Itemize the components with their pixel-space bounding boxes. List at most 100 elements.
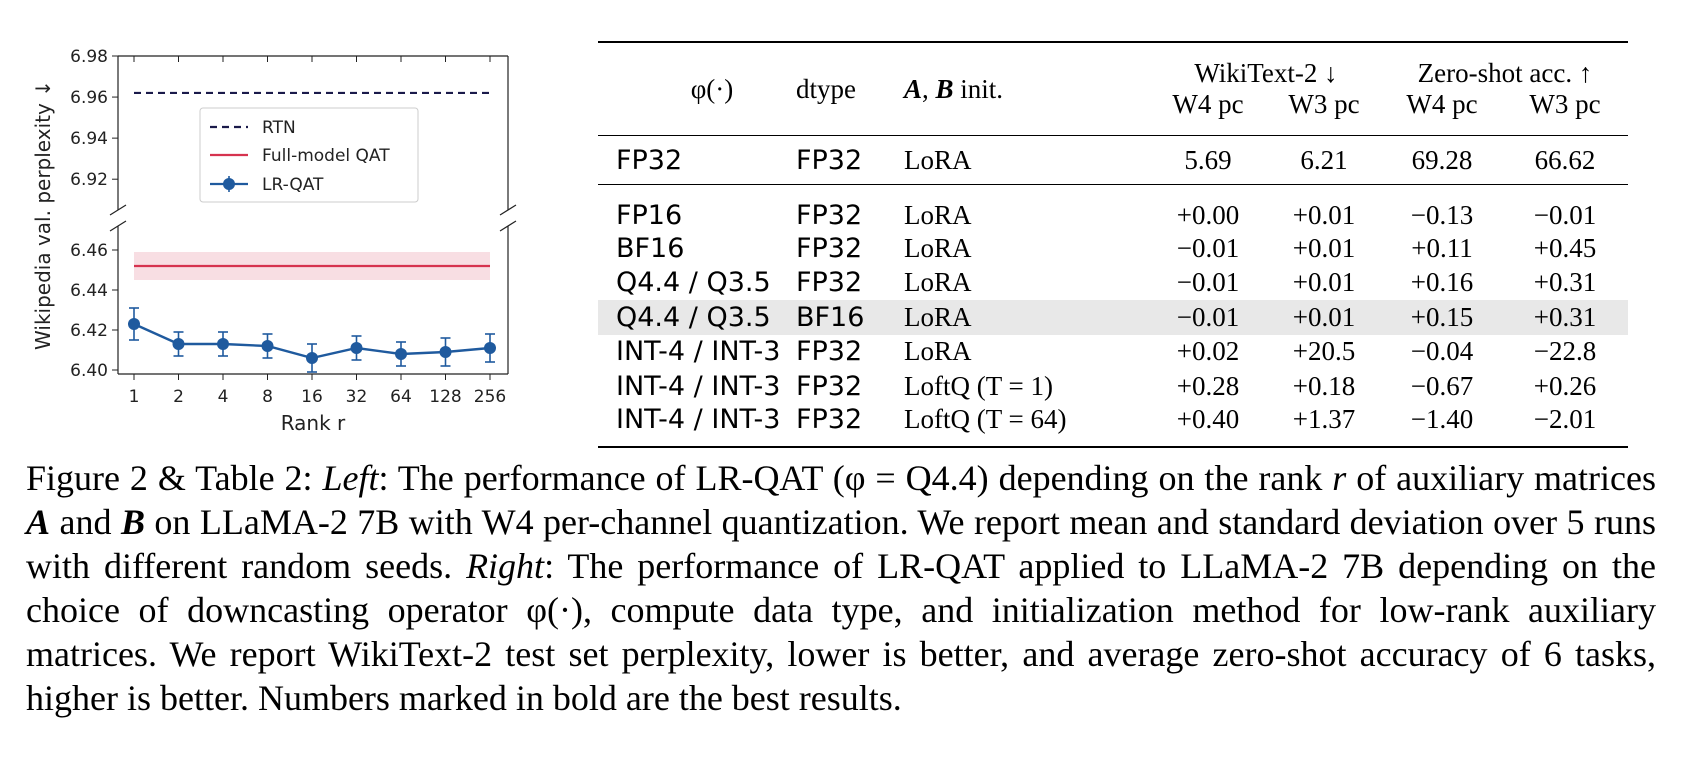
row-value: −0.01 <box>1176 232 1240 263</box>
x-tick-label: 4 <box>218 387 229 407</box>
row-value: +0.11 <box>1411 232 1473 263</box>
x-tick-label: 256 <box>474 387 506 407</box>
x-tick-label: 128 <box>429 387 461 407</box>
table-row: Q4.4 / Q3.5 FP32 LoRA −0.01 +0.01 +0.16 +0.31 <box>598 266 1628 301</box>
row-phi: BF16 <box>616 232 685 264</box>
baseline-dtype: FP32 <box>796 135 904 185</box>
table-row: INT-4 / INT-3 FP32 LoRA +0.02 +20.5 −0.04 −22.… <box>598 335 1628 370</box>
row-value: −0.01 <box>1150 300 1266 335</box>
y-tick-label: 6.44 <box>70 281 108 301</box>
caption-matrix-b: B <box>120 502 145 542</box>
header-ab-rest: init. <box>953 73 1004 104</box>
caption-rank-symbol: r <box>1332 458 1347 498</box>
lr-qat-point <box>306 352 318 364</box>
lr-qat-point <box>439 346 452 358</box>
row-value: −0.01 <box>1502 184 1628 231</box>
x-tick-label: 8 <box>262 387 273 407</box>
caption-right-label: Right <box>466 546 545 586</box>
row-value: −0.67 <box>1410 370 1474 401</box>
row-dtype: FP32 <box>796 403 904 448</box>
table-row: INT-4 / INT-3 FP32 LoftQ (T = 1) +0.28 +0.18… <box>598 369 1628 404</box>
row-value: +20.5 <box>1292 336 1356 367</box>
header-w4pc-wiki: W4 pc <box>1172 89 1244 119</box>
row-value: −2.01 <box>1502 403 1628 448</box>
baseline-val: 5.69 <box>1150 135 1266 185</box>
header-a: A <box>904 73 923 104</box>
row-value: +0.00 <box>1150 184 1266 231</box>
caption-text: and <box>50 502 121 542</box>
y-tick-label: 6.46 <box>70 241 108 261</box>
rank-ablation-chart: 1 2 4 8 16 32 64 128 256 6.92 6.94 6.96 6.98 6.40 6.42… <box>31 47 517 435</box>
caption-text: : The performance of LR-QAT (φ = Q4.4) d… <box>378 458 1333 498</box>
row-value: +0.40 <box>1150 403 1266 448</box>
row-value: +0.01 <box>1266 184 1382 231</box>
row-value: +0.31 <box>1502 300 1628 335</box>
row-value: +0.15 <box>1382 300 1502 335</box>
y-tick-label: 6.92 <box>70 170 108 190</box>
legend-entry: RTN <box>262 118 296 138</box>
baseline-val: 66.62 <box>1502 135 1628 185</box>
y-axis-label: Wikipedia val. perplexity ↓ <box>31 80 55 350</box>
row-phi: INT-4 / INT-3 <box>616 336 781 368</box>
y-tick-label: 6.94 <box>70 129 108 149</box>
caption-label: Figure 2 & Table 2: <box>26 458 323 498</box>
legend-entry: Full-model QAT <box>262 146 390 166</box>
caption-text: : The performance of LR-QAT applied to L… <box>26 546 1656 718</box>
row-value: −0.01 <box>1176 267 1240 298</box>
row-dtype: FP32 <box>796 336 863 368</box>
row-value: −0.13 <box>1382 184 1502 231</box>
row-dtype: FP32 <box>796 370 863 402</box>
caption-left-label: Left <box>322 458 379 498</box>
x-tick-label: 64 <box>390 387 412 407</box>
table-row: BF16 FP32 LoRA −0.01 +0.01 +0.11 +0.45 <box>598 231 1628 266</box>
legend-entry: LR-QAT <box>262 175 324 195</box>
row-init: LoRA <box>904 300 1150 335</box>
row-value: +0.26 <box>1533 370 1597 401</box>
downcasting-table: φ(·) dtype A, B init. WikiText-2 ↓ Zero-… <box>598 41 1628 448</box>
row-value: −0.04 <box>1410 336 1474 367</box>
lr-qat-point <box>395 348 407 360</box>
row-dtype: FP32 <box>796 184 904 231</box>
break-mark-upper-right <box>499 204 517 216</box>
row-value: −1.40 <box>1382 403 1502 448</box>
baseline-init: LoRA <box>904 135 1150 185</box>
table-row: FP16 FP32 LoRA +0.00 +0.01 −0.13 −0.01 <box>598 184 1628 231</box>
header-ab-sep: , <box>922 73 936 104</box>
row-init: LoftQ (T = 64) <box>904 403 1150 448</box>
lr-qat-point <box>172 338 185 350</box>
row-value: +0.01 <box>1292 267 1356 298</box>
lr-qat-point <box>484 342 496 354</box>
figure-caption: Figure 2 & Table 2: Left: The performanc… <box>26 456 1656 720</box>
caption-text: on LLaMA-2 7B with W4 per-channel quanti… <box>26 502 1656 586</box>
row-phi: INT-4 / INT-3 <box>598 403 796 448</box>
lr-qat-point <box>261 340 274 352</box>
break-mark-lower-left <box>109 220 127 232</box>
header-phi: φ(·) <box>598 41 796 136</box>
row-value: −22.8 <box>1533 336 1597 367</box>
row-value: +0.28 <box>1176 370 1240 401</box>
lr-qat-point <box>128 318 140 330</box>
row-init: LoRA <box>904 336 972 367</box>
row-value: +0.02 <box>1176 336 1240 367</box>
y-tick-label: 6.98 <box>70 47 108 67</box>
x-tick-label: 1 <box>129 387 140 407</box>
x-tick-label: 16 <box>301 387 323 407</box>
header-ab-init: A, B init. <box>904 41 1150 136</box>
row-value: +1.37 <box>1266 403 1382 448</box>
header-w3pc-wiki: W3 pc <box>1288 89 1360 119</box>
row-phi: Q4.4 / Q3.5 <box>616 267 771 299</box>
header-row-1: φ(·) dtype A, B init. WikiText-2 ↓ Zero-… <box>598 41 1628 136</box>
table-row: Q4.4 / Q3.5 BF16 LoRA −0.01 +0.01 +0.15 +0.31 <box>598 300 1628 335</box>
row-init: LoftQ (T = 1) <box>904 370 1053 401</box>
row-value: +0.45 <box>1533 232 1597 263</box>
row-init: LoRA <box>904 232 972 263</box>
row-value: +0.31 <box>1533 267 1597 298</box>
legend-lrqat-marker <box>223 178 235 190</box>
figure-rank-ablation: 1 2 4 8 16 32 64 128 256 6.92 6.94 6.96 6.98 6.40 6.42… <box>0 0 560 440</box>
row-dtype: FP32 <box>796 232 863 264</box>
y-tick-label: 6.42 <box>70 321 108 341</box>
baseline-row: FP32 FP32 LoRA 5.69 6.21 69.28 66.62 <box>598 135 1628 185</box>
break-mark-lower-right <box>499 220 517 232</box>
row-value: +0.01 <box>1292 232 1356 263</box>
row-value: +0.01 <box>1266 300 1382 335</box>
